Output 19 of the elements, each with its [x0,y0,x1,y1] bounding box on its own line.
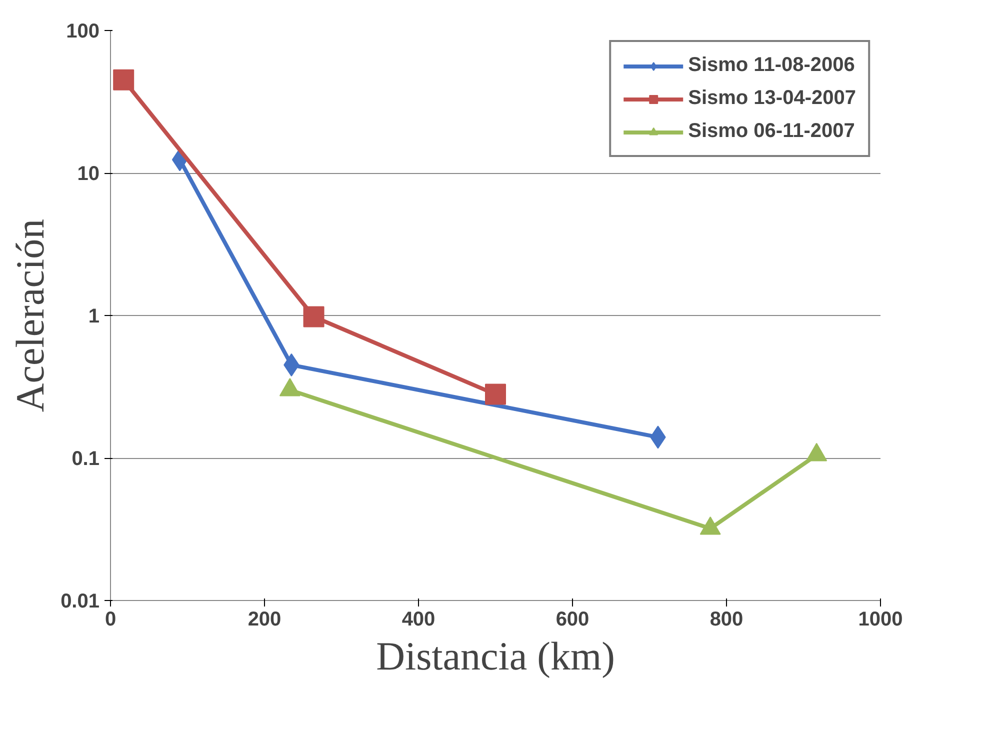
y-axis-title: Aceleración [8,218,53,412]
point [113,69,134,90]
x-tick-label: 200 [248,608,282,630]
x-tick-label: 400 [402,608,436,630]
legend-label: Sismo 13-04-2007 [688,87,856,110]
x-tick-label: 800 [710,608,744,630]
x-tick-label: 600 [556,608,590,630]
x-axis-title: Distancia (km) [376,634,615,678]
x-tick-label: 1000 [858,608,903,630]
y-tick-label: 0.01 [60,590,100,612]
point [303,306,324,328]
y-tick-label: 1 [88,306,100,328]
legend-label: Sismo 06-11-2007 [688,120,855,143]
y-tick-label: 10 [77,163,100,185]
y-tick-label: 0.1 [72,448,100,470]
legend-label: Sismo 11-08-2006 [688,54,855,77]
x-tick-label: 0 [104,608,116,630]
y-tick-label: 100 [66,20,100,42]
point [485,384,506,405]
